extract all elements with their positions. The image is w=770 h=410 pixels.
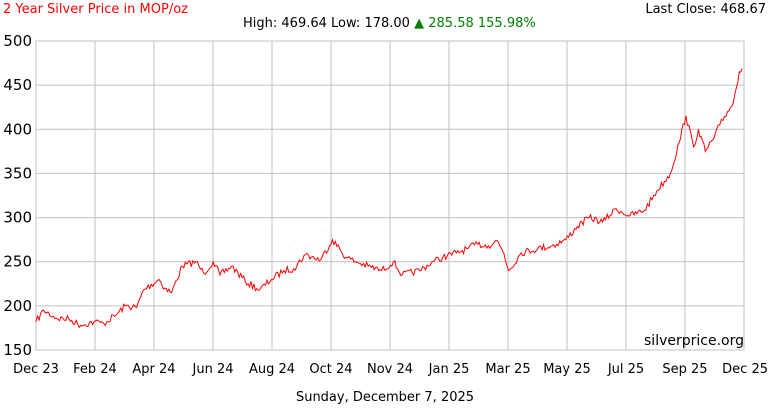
x-tick-label: Mar 25 <box>485 362 530 377</box>
price-stats: High: 469.64 Low: 178.00 ▲ 285.58 155.98… <box>243 16 536 31</box>
y-tick-label: 300 <box>3 209 32 227</box>
high-label: High: <box>243 16 278 31</box>
low-value: 178.00 <box>364 16 410 31</box>
date-label: Sunday, December 7, 2025 <box>295 390 475 405</box>
y-tick-label: 350 <box>3 164 32 182</box>
x-tick-label: Jan 25 <box>428 362 470 377</box>
change-percent: 155.98% <box>477 16 536 31</box>
x-tick-label: Feb 24 <box>73 362 117 377</box>
chart-title: 2 Year Silver Price in MOP/oz <box>3 2 188 17</box>
last-close-value: 468.67 <box>720 2 767 17</box>
y-tick-label: 250 <box>3 253 32 271</box>
price-series-line <box>35 68 743 329</box>
y-tick-label: 450 <box>3 76 32 94</box>
watermark: silverprice.org <box>644 333 744 349</box>
y-tick-label: 200 <box>3 297 32 315</box>
x-tick-label: Apr 24 <box>132 362 175 377</box>
change-value: 285.58 <box>428 16 474 31</box>
y-tick-label: 400 <box>3 120 32 138</box>
y-tick-label: 150 <box>3 341 32 359</box>
last-close-label: Last Close: <box>645 2 717 17</box>
last-close: Last Close: 468.67 <box>645 2 766 17</box>
x-tick-label: May 25 <box>543 362 591 377</box>
x-tick-label: Aug 24 <box>249 362 295 377</box>
x-tick-label: Sep 25 <box>662 362 707 377</box>
y-tick-label: 500 <box>3 32 32 50</box>
x-tick-label: Dec 25 <box>722 362 768 377</box>
x-tick-label: Dec 23 <box>13 362 59 377</box>
change-arrow-icon: ▲ <box>414 16 425 31</box>
x-tick-label: Nov 24 <box>367 362 413 377</box>
high-value: 469.64 <box>281 16 327 31</box>
x-tick-label: Oct 24 <box>309 362 352 377</box>
low-label: Low: <box>331 16 361 31</box>
x-tick-label: Jul 25 <box>607 362 644 377</box>
x-tick-label: Jun 24 <box>192 362 234 377</box>
